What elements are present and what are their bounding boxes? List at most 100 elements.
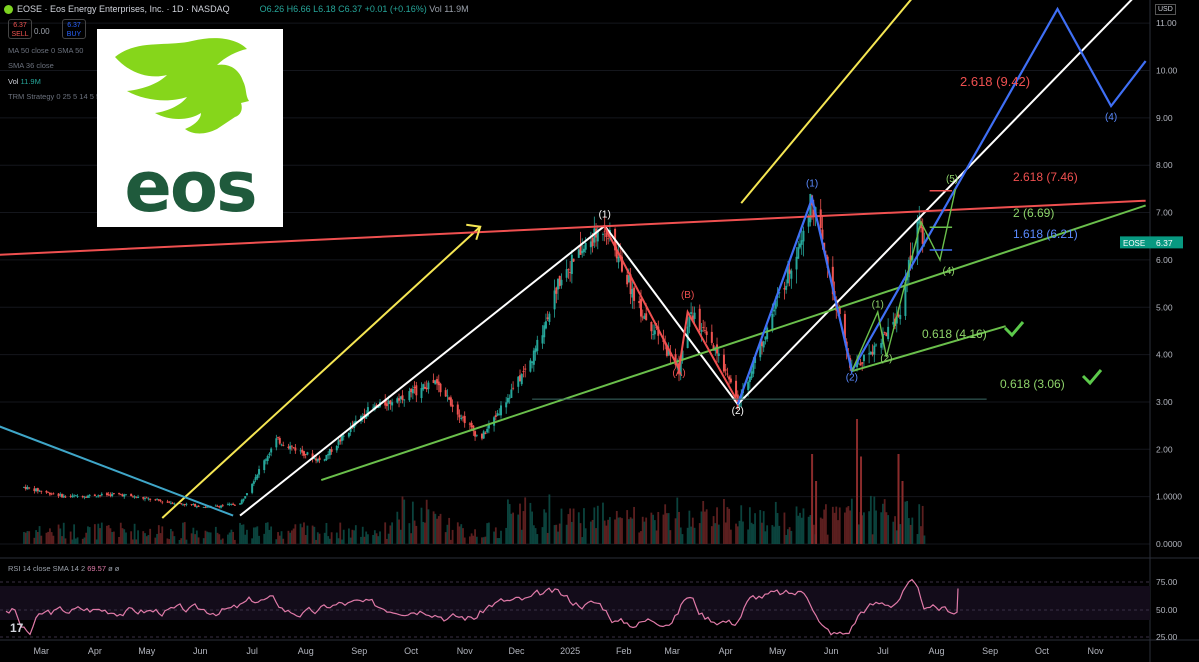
- candle-body: [764, 336, 767, 340]
- indicator-volume[interactable]: Vol 11.9M: [8, 77, 41, 86]
- rsi-legend[interactable]: RSI 14 close SMA 14 2 69.57 ø ø: [8, 564, 119, 573]
- candle-body: [204, 507, 207, 508]
- volume-bar: [691, 517, 694, 544]
- volume-bar: [790, 530, 793, 544]
- candle-body: [389, 400, 392, 404]
- candle-body: [347, 432, 350, 437]
- candle-body: [384, 400, 387, 406]
- buy-button[interactable]: 6.37 BUY: [62, 19, 86, 39]
- candle-body: [287, 446, 290, 448]
- volume-bar: [783, 512, 786, 544]
- volume-bar: [161, 526, 164, 544]
- candle-body: [748, 376, 751, 383]
- candle-body: [328, 448, 331, 456]
- candle-body: [119, 494, 122, 496]
- candle-body: [916, 221, 919, 256]
- candle-body: [650, 321, 653, 332]
- symbol-logo-icon[interactable]: [4, 4, 13, 14]
- volume-bar: [785, 534, 788, 544]
- currency-badge[interactable]: USD: [1155, 4, 1176, 15]
- volume-bar: [411, 501, 414, 544]
- volume-bar: [420, 507, 423, 544]
- volume-bar: [868, 511, 871, 544]
- indicator-sma36[interactable]: SMA 36 close: [8, 61, 54, 70]
- volume-bar: [904, 501, 907, 544]
- candle-body: [843, 314, 846, 340]
- candle-body: [620, 256, 623, 272]
- candle-body: [182, 504, 184, 506]
- volume-bar: [742, 521, 744, 544]
- volume-bar: [275, 539, 278, 544]
- candle-body: [446, 395, 449, 397]
- rsi-pane[interactable]: 75.00 50.00 25.00: [0, 577, 1178, 642]
- candle-body: [436, 379, 439, 384]
- candle-body: [121, 494, 124, 497]
- candle-body: [434, 380, 437, 385]
- volume-bar: [690, 526, 693, 544]
- candle-body: [548, 313, 551, 322]
- volume-bar: [277, 532, 279, 544]
- volume-bar: [133, 523, 136, 544]
- candle-body: [717, 353, 720, 356]
- candle-body: [316, 458, 319, 462]
- volume-bar: [885, 512, 888, 544]
- rsi-tick: 75.00: [1156, 577, 1178, 587]
- symbol-title[interactable]: EOSE · Eos Energy Enterprises, Inc. · 1D…: [17, 4, 230, 14]
- volume-bar: [849, 510, 852, 544]
- volume-bar: [182, 522, 184, 544]
- candle-body: [460, 417, 463, 420]
- volume-bar: [894, 516, 896, 544]
- volume-bar: [705, 509, 708, 544]
- candle-body: [413, 387, 416, 388]
- volume-bar: [729, 529, 732, 544]
- candle-body: [330, 449, 333, 452]
- volume-bar: [190, 533, 193, 544]
- volume-bar: [137, 530, 139, 544]
- candle-body: [81, 496, 84, 498]
- candle-body: [197, 505, 200, 507]
- volume-bar: [81, 538, 84, 544]
- indicator-trm[interactable]: TRM Strategy 0 25 5 14 5 50: [8, 92, 104, 101]
- candle-body: [335, 445, 338, 451]
- logo-wordmark: eos: [124, 146, 255, 227]
- candle-body: [558, 275, 561, 287]
- rsi-line: [5, 578, 959, 636]
- indicator-ma50[interactable]: MA 50 close 0 SMA 50: [8, 46, 84, 55]
- volume-bar: [76, 537, 79, 544]
- volume-bar: [342, 529, 345, 544]
- volume-bar: [360, 536, 362, 544]
- candle-body: [859, 363, 862, 366]
- price-axis[interactable]: 11.00 10.00 9.00 8.00 7.00 6.00 5.00 4.00 3.00 2.…: [1120, 18, 1183, 549]
- volume-bar: [280, 531, 283, 544]
- candle-body: [517, 376, 520, 387]
- volume-bar: [738, 520, 741, 544]
- volume-bar: [436, 518, 438, 544]
- buy-price: 6.37: [67, 22, 81, 29]
- candle-body: [633, 287, 636, 301]
- candle-body: [242, 498, 245, 501]
- candle-body: [45, 490, 48, 493]
- volume-bar: [282, 538, 285, 544]
- candle-body: [190, 504, 193, 505]
- candle-body: [582, 248, 585, 253]
- candle-body: [510, 389, 513, 398]
- candle-body: [897, 314, 900, 317]
- candle-body: [408, 391, 411, 401]
- volume-bar: [826, 534, 829, 544]
- volume-bar: [602, 502, 604, 544]
- tradingview-logo[interactable]: 17: [10, 621, 24, 635]
- candle-body: [577, 249, 580, 258]
- candle-body: [252, 481, 255, 484]
- candle-body: [536, 339, 539, 351]
- spread-value: 0.00: [34, 27, 50, 36]
- candle-body: [202, 507, 205, 508]
- volume-bar: [857, 524, 860, 544]
- time-axis[interactable]: Mar Apr May Jun Jul Aug Sep Oct Nov Dec 2025 Feb Mar…: [34, 646, 1104, 656]
- volume-bar: [558, 523, 561, 544]
- candle-body: [131, 496, 134, 498]
- fib-label: 0.618 (3.06): [1000, 377, 1065, 391]
- volume-bar: [736, 526, 739, 544]
- sell-button[interactable]: 6.37 SELL: [8, 19, 32, 39]
